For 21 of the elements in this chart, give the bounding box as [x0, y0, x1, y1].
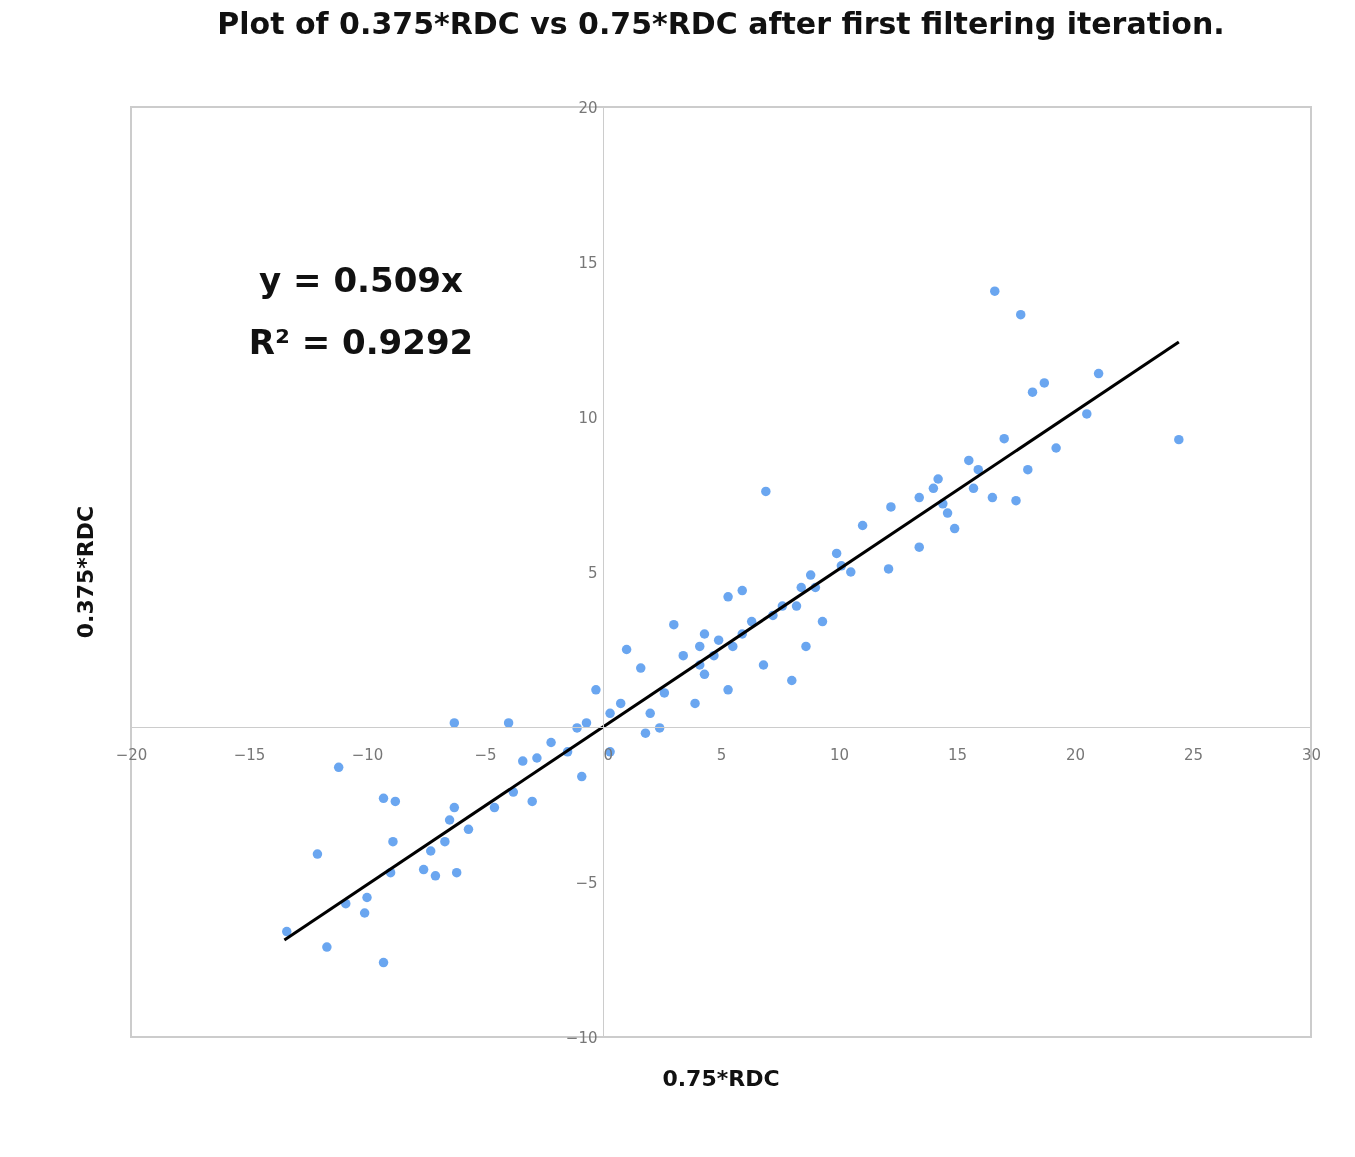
y-axis-title: 0.375*RDC [73, 505, 98, 639]
y-tick-label: 5 [587, 563, 598, 582]
x-tick-label: 5 [716, 745, 727, 764]
annotation: y = 0.509x [259, 260, 463, 300]
y-tick-label: 20 [578, 98, 598, 117]
y-tick-label: −5 [575, 873, 598, 892]
annotation: R² = 0.9292 [248, 322, 474, 362]
x-tick-label: 10 [829, 745, 850, 764]
chart-title: Plot of 0.375*RDC vs 0.75*RDC after first filtering iteration. [217, 6, 1225, 41]
x-tick-label: −20 [115, 745, 148, 764]
x-tick-label: −10 [351, 745, 384, 764]
y-tick-label: 15 [578, 253, 598, 272]
x-tick-label: 20 [1065, 745, 1086, 764]
x-tick-label: 25 [1183, 745, 1204, 764]
x-axis-title: 0.75*RDC [662, 1066, 780, 1091]
x-tick-label: 30 [1301, 745, 1322, 764]
y-tick-label: 10 [578, 408, 598, 427]
x-tick-label: −15 [233, 745, 266, 764]
x-tick-label: 15 [947, 745, 968, 764]
x-tick-label: −5 [474, 745, 497, 764]
y-tick-label: −10 [565, 1028, 598, 1047]
